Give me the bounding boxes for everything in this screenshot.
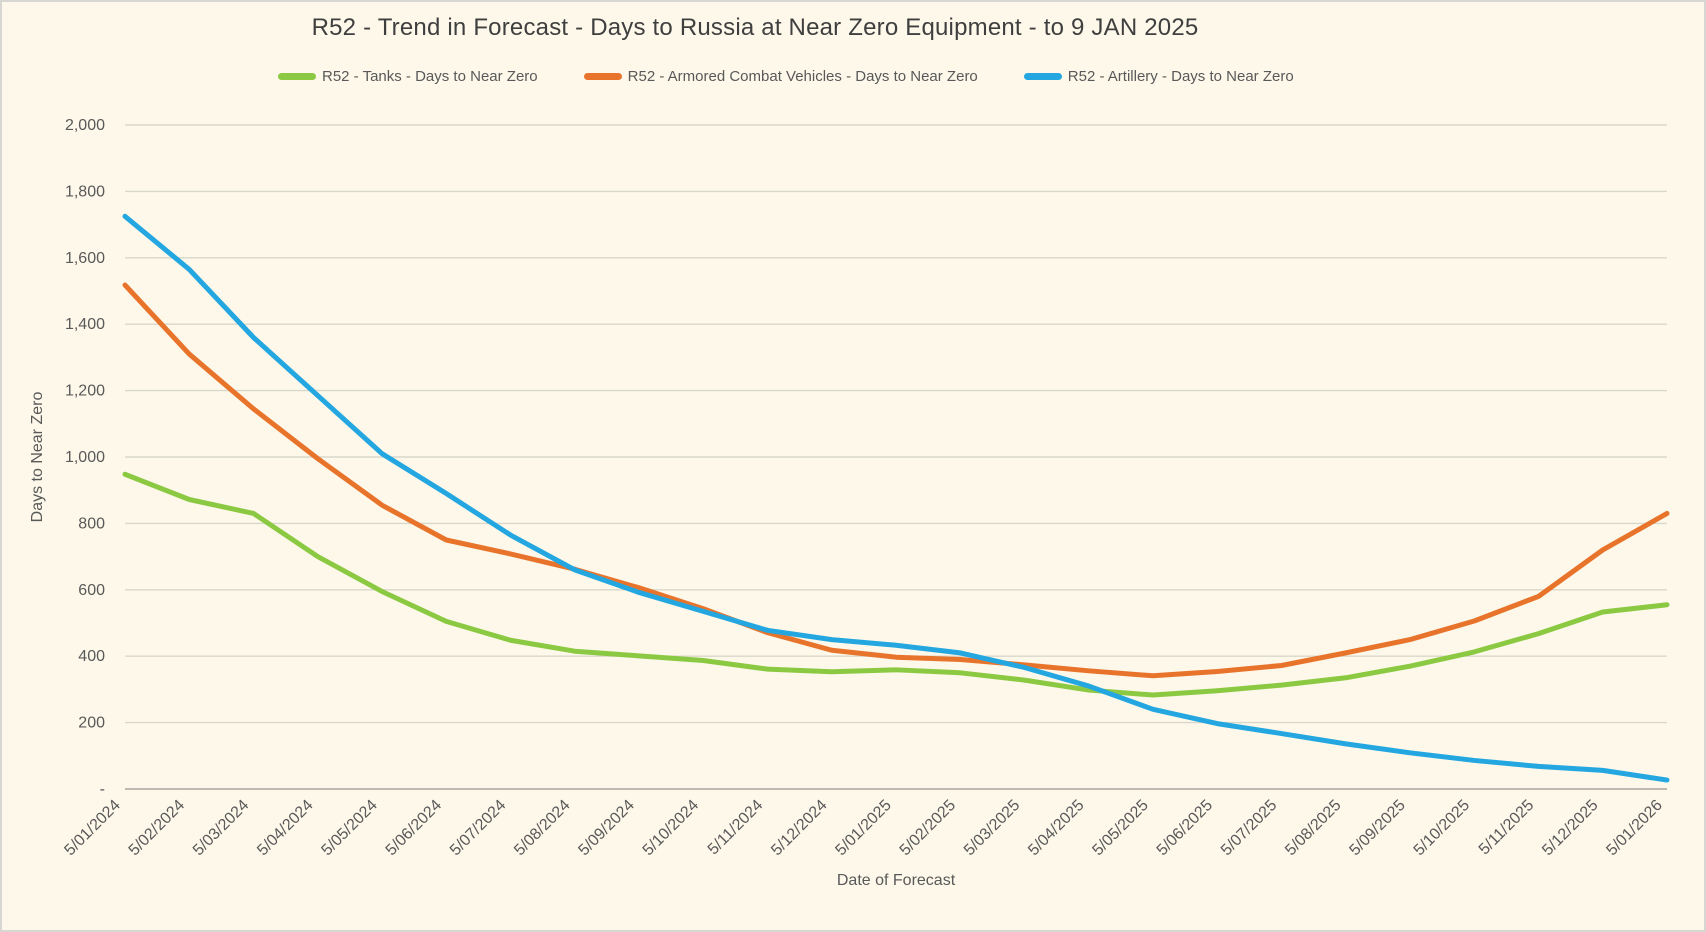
legend-item-tanks: R52 - Tanks - Days to Near Zero — [278, 68, 538, 85]
y-tick-label: 1,400 — [65, 316, 105, 333]
series-line — [122, 213, 1670, 783]
y-tick-label: 400 — [78, 648, 105, 665]
x-tick-label: 5/05/2024 — [318, 797, 380, 859]
legend-label-tanks: R52 - Tanks - Days to Near Zero — [322, 68, 538, 85]
x-tick-label: 5/01/2024 — [61, 797, 123, 859]
x-tick-label: 5/09/2025 — [1346, 797, 1408, 859]
x-tick-label: 5/05/2025 — [1089, 797, 1151, 859]
y-tick-label: 200 — [78, 715, 105, 732]
y-tick-label: 1,800 — [65, 183, 105, 200]
x-tick-label: 5/10/2025 — [1411, 797, 1473, 859]
x-tick-label: 5/08/2024 — [511, 797, 573, 859]
x-tick-label: 5/12/2025 — [1539, 797, 1601, 859]
legend-swatch-armored-combat-vehicles — [583, 73, 622, 80]
legend: R52 - Tanks - Days to Near Zero R52 - Ar… — [278, 68, 1294, 85]
x-tick-label: 5/01/2025 — [832, 797, 894, 859]
y-tick-label: 800 — [78, 515, 105, 532]
x-tick-label: 5/02/2024 — [126, 797, 188, 859]
x-tick-label: 5/04/2024 — [254, 797, 316, 859]
x-tick-label: 5/11/2025 — [1476, 797, 1538, 859]
y-tick-label: - — [100, 781, 105, 798]
x-tick-label: 5/07/2025 — [1218, 797, 1280, 859]
x-tick-label: 5/07/2024 — [447, 797, 509, 859]
x-axis-title: Date of Forecast — [836, 872, 956, 889]
x-tick-label: 5/08/2025 — [1282, 797, 1344, 859]
chart-title: R52 - Trend in Forecast - Days to Russia… — [311, 14, 1199, 41]
y-tick-label: 1,000 — [65, 449, 105, 466]
x-tick-label: 5/04/2025 — [1025, 797, 1087, 859]
y-tick-label: 600 — [78, 582, 105, 599]
legend-item-armored-combat-vehicles: R52 - Armored Combat Vehicles - Days to … — [583, 68, 978, 85]
x-tick-label: 5/06/2025 — [1154, 797, 1216, 859]
x-tick-label: 5/06/2024 — [383, 797, 445, 859]
legend-label-armored-combat-vehicles: R52 - Armored Combat Vehicles - Days to … — [627, 68, 978, 85]
series-line — [122, 282, 1670, 679]
y-axis-title: Days to Near Zero — [29, 391, 46, 523]
x-tick-label: 5/02/2025 — [897, 797, 959, 859]
legend-swatch-artillery — [1023, 73, 1062, 80]
y-tick-label: 1,600 — [65, 250, 105, 267]
x-tick-label: 5/12/2024 — [768, 797, 830, 859]
x-tick-label: 5/01/2026 — [1603, 797, 1665, 859]
x-tick-label: 5/03/2024 — [190, 797, 252, 859]
legend-item-artillery: R52 - Artillery - Days to Near Zero — [1023, 68, 1294, 85]
x-tick-label: 5/11/2024 — [705, 797, 767, 859]
x-tick-label: 5/03/2025 — [961, 797, 1023, 859]
y-tick-label: 1,200 — [65, 383, 105, 400]
x-tick-label: 5/10/2024 — [640, 797, 702, 859]
x-tick-label: 5/09/2024 — [575, 797, 637, 859]
y-tick-label: 2,000 — [65, 117, 105, 134]
legend-label-artillery: R52 - Artillery - Days to Near Zero — [1067, 68, 1294, 85]
legend-swatch-tanks — [278, 73, 316, 80]
series-line — [122, 471, 1670, 698]
